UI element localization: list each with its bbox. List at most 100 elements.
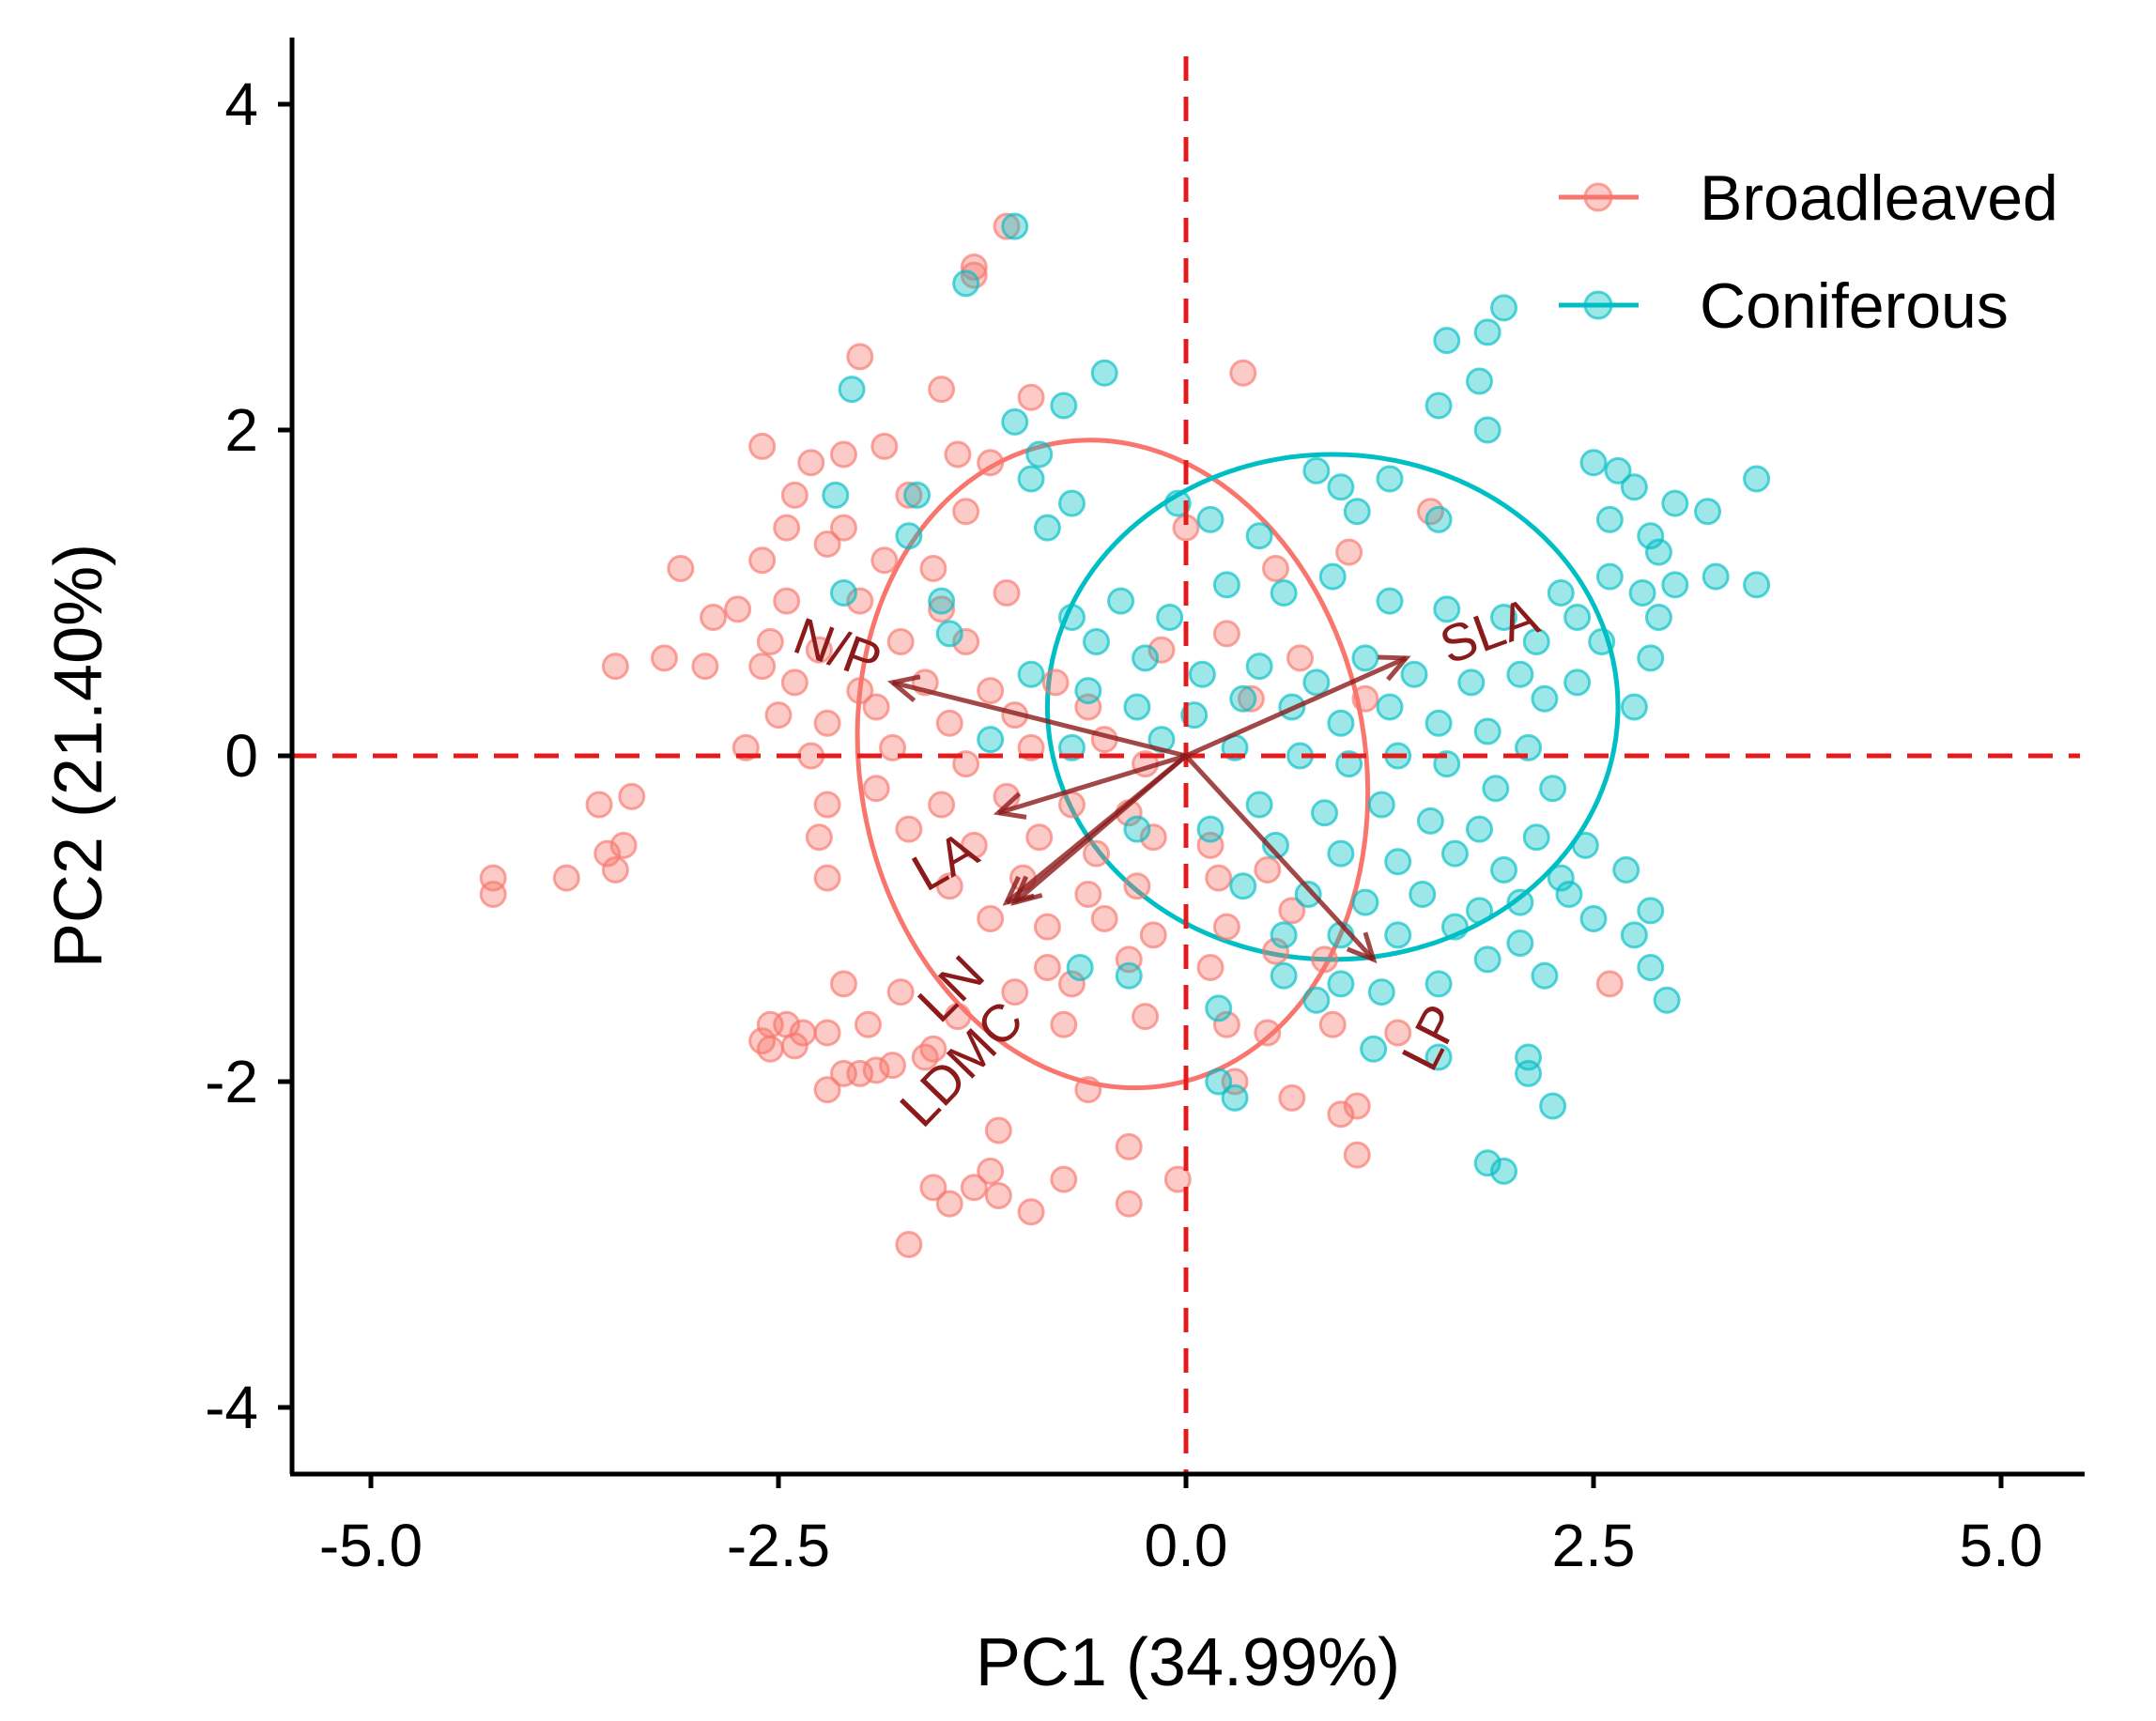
coniferous-point bbox=[1522, 823, 1550, 852]
broadleaved-point bbox=[780, 1032, 808, 1060]
broadleaved-point bbox=[1123, 872, 1151, 900]
coniferous-point bbox=[1270, 579, 1298, 607]
broadleaved-point bbox=[977, 677, 1005, 705]
broadleaved-point bbox=[805, 636, 833, 664]
broadleaved-point bbox=[650, 644, 678, 672]
data-points bbox=[479, 212, 1771, 1258]
coniferous-point bbox=[1555, 880, 1583, 908]
broadleaved-point bbox=[895, 1231, 923, 1258]
broadleaved-point bbox=[552, 864, 580, 892]
coniferous-point bbox=[1074, 677, 1102, 705]
coniferous-point bbox=[1465, 367, 1493, 395]
broadleaved-point bbox=[846, 587, 874, 615]
legend-key-point-coniferous bbox=[1583, 290, 1613, 320]
coniferous-point bbox=[1083, 628, 1111, 656]
loading-arrow-la bbox=[997, 753, 1187, 816]
coniferous-point bbox=[1367, 791, 1395, 819]
broadleaved-confidence-ellipse bbox=[855, 438, 1371, 1091]
broadleaved-point bbox=[1278, 1083, 1306, 1112]
coniferous-point bbox=[1440, 839, 1469, 868]
broadleaved-point bbox=[773, 587, 801, 615]
coniferous-point bbox=[1351, 888, 1379, 916]
coniferous-point bbox=[1433, 595, 1461, 623]
coniferous-point bbox=[1376, 693, 1404, 721]
broadleaved-point bbox=[1254, 855, 1282, 884]
broadleaved-point bbox=[993, 212, 1021, 240]
coniferous-point bbox=[895, 522, 923, 550]
coniferous-point bbox=[1384, 921, 1412, 949]
coniferous-point bbox=[1653, 986, 1681, 1014]
coniferous-point bbox=[1050, 392, 1078, 420]
broadleaved-point bbox=[780, 481, 808, 509]
coniferous-point bbox=[1661, 571, 1689, 599]
coniferous-point bbox=[1473, 717, 1502, 745]
coniferous-point bbox=[1066, 954, 1094, 982]
broadleaved-point bbox=[1132, 1003, 1160, 1031]
broadleaved-point bbox=[1261, 554, 1289, 582]
broadleaved-point bbox=[928, 791, 956, 819]
broadleaved-point bbox=[1229, 359, 1257, 387]
coniferous-point bbox=[1327, 839, 1355, 868]
broadleaved-point bbox=[862, 775, 890, 803]
coniferous-point bbox=[1261, 831, 1289, 859]
broadleaved-point bbox=[829, 440, 857, 469]
broadleaved-point bbox=[756, 628, 784, 656]
coniferous-point bbox=[1522, 628, 1550, 656]
broadleaved-point bbox=[479, 880, 507, 908]
broadleaved-point bbox=[1196, 954, 1224, 982]
broadleaved-point bbox=[1351, 684, 1379, 713]
coniferous-point bbox=[1473, 1149, 1502, 1177]
broadleaved-point bbox=[1286, 644, 1315, 672]
coniferous-point bbox=[1539, 775, 1567, 803]
broadleaved-point bbox=[805, 823, 833, 852]
coniferous-point bbox=[1620, 921, 1648, 949]
coniferous-point bbox=[1490, 1157, 1518, 1185]
coniferous-point bbox=[829, 579, 857, 607]
broadleaved-point bbox=[1074, 1076, 1102, 1104]
loading-arrowhead-lp bbox=[1346, 931, 1378, 964]
coniferous-point bbox=[1473, 416, 1502, 444]
coniferous-point bbox=[1245, 522, 1273, 550]
broadleaved-point bbox=[813, 791, 841, 819]
coniferous-point bbox=[1620, 473, 1648, 501]
broadleaved-point bbox=[935, 709, 963, 737]
coniferous-point bbox=[1637, 644, 1665, 672]
y-axis-title: PC2 (21.40%) bbox=[41, 544, 116, 968]
coniferous-point bbox=[1661, 489, 1689, 517]
broadleaved-point bbox=[780, 668, 808, 697]
broadleaved-point bbox=[879, 1052, 907, 1080]
broadleaved-point bbox=[1278, 897, 1306, 925]
coniferous-point bbox=[928, 587, 956, 615]
coniferous-point bbox=[1212, 571, 1240, 599]
broadleaved-point bbox=[944, 1003, 972, 1031]
coniferous-point bbox=[1205, 994, 1233, 1022]
broadleaved-point bbox=[748, 432, 777, 460]
broadleaved-point bbox=[724, 595, 752, 623]
broadleaved-point bbox=[1212, 1010, 1240, 1038]
broadleaved-point bbox=[601, 653, 629, 681]
coniferous-point bbox=[1294, 880, 1322, 908]
broadleaved-point bbox=[1025, 823, 1054, 852]
broadleaved-point bbox=[935, 872, 963, 900]
coniferous-point bbox=[1327, 709, 1355, 737]
broadleaved-point bbox=[1017, 383, 1045, 411]
coniferous-point bbox=[1506, 930, 1534, 958]
coniferous-point bbox=[1302, 986, 1331, 1014]
loading-arrow-sla bbox=[1184, 655, 1408, 759]
coniferous-point bbox=[1424, 392, 1453, 420]
reference-lines bbox=[292, 56, 2080, 1474]
coniferous-point bbox=[1017, 465, 1045, 493]
broadleaved-point bbox=[862, 1056, 890, 1084]
broadleaved-point bbox=[1033, 954, 1061, 982]
coniferous-point bbox=[1400, 660, 1428, 688]
coniferous-point bbox=[1563, 604, 1592, 632]
broadleaved-point bbox=[1057, 791, 1086, 819]
broadleaved-point bbox=[1254, 1019, 1282, 1047]
broadleaved-point bbox=[1343, 1092, 1371, 1120]
x-ticks: -5.0 -2.5 0.0 2.5 5.0 bbox=[319, 1474, 2042, 1579]
coniferous-point bbox=[1196, 815, 1224, 843]
coniferous-point bbox=[1531, 961, 1559, 990]
loading-arrowhead-sla bbox=[1378, 654, 1411, 682]
broadleaved-point bbox=[773, 514, 801, 542]
coniferous-point bbox=[1579, 449, 1608, 477]
